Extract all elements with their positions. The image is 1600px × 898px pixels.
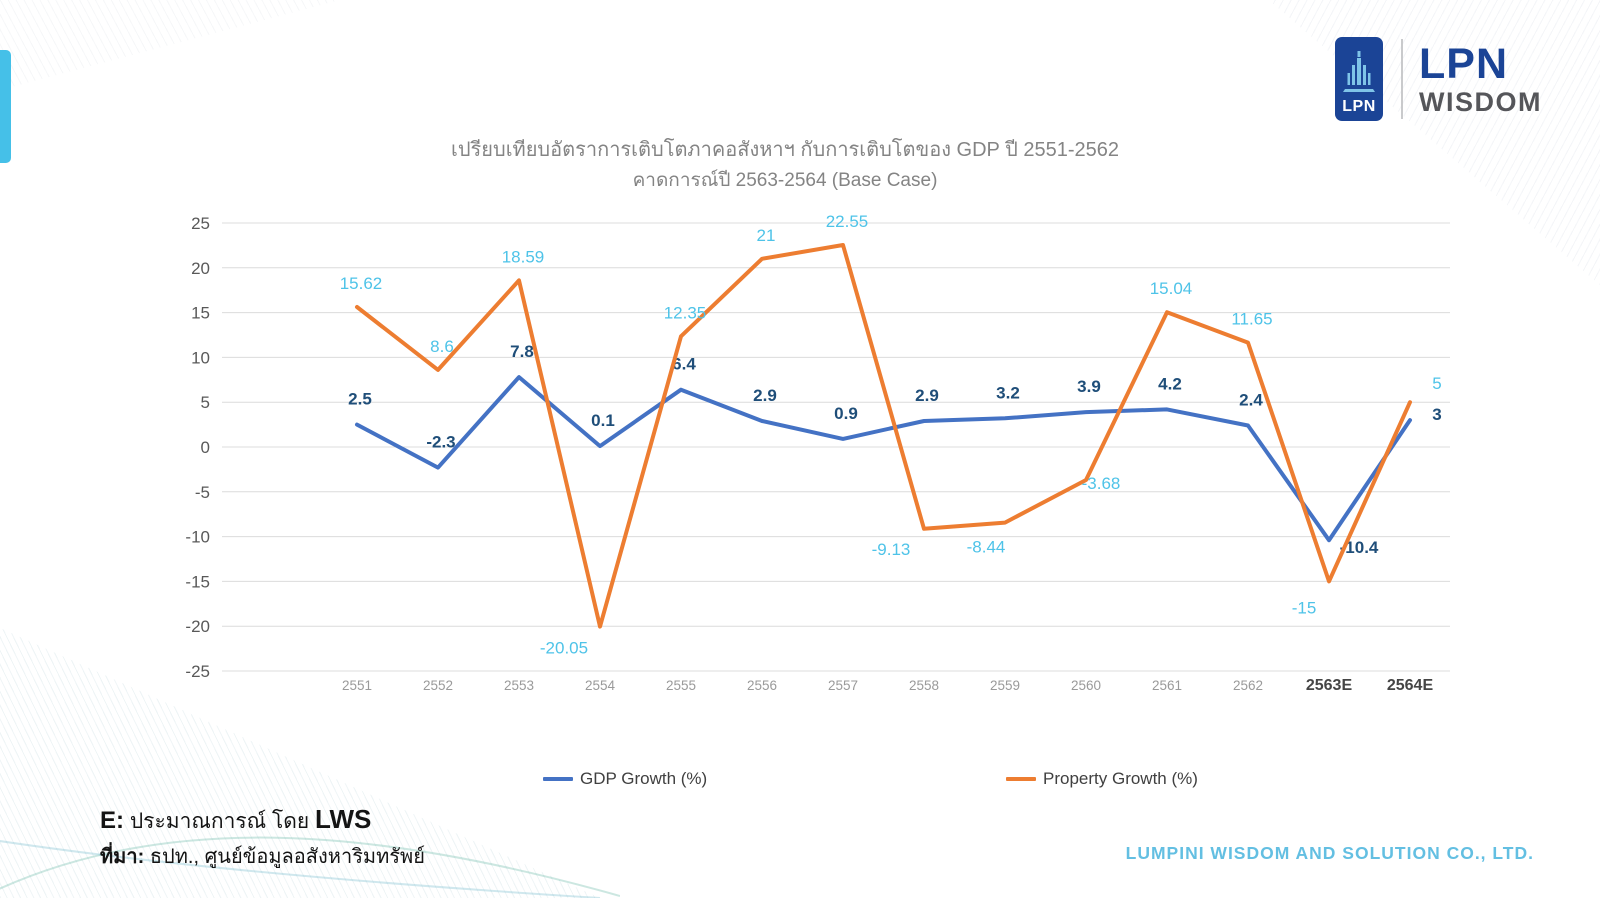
data-label: 11.65 bbox=[1231, 310, 1272, 329]
data-label: 4.2 bbox=[1158, 374, 1182, 393]
data-label: 3 bbox=[1432, 405, 1441, 424]
lpn-badge-label: LPN bbox=[1342, 98, 1376, 115]
x-tick-label: 2563E bbox=[1306, 677, 1353, 694]
chart-subtitle: คาดการณ์ปี 2563-2564 (Base Case) bbox=[632, 170, 938, 191]
legend-item-gdp: GDP Growth (%) bbox=[543, 769, 707, 789]
footnote-source: ที่มา: ธปท., ศูนย์ข้อมูลอสังหาริมทรัพย์ bbox=[100, 840, 425, 872]
lpn-badge: LPN bbox=[1335, 37, 1383, 121]
x-tick-label: 2553 bbox=[504, 678, 534, 693]
legend-label-property: Property Growth (%) bbox=[1043, 769, 1198, 788]
y-tick-label: 0 bbox=[201, 438, 210, 457]
data-label: -3.68 bbox=[1082, 474, 1121, 493]
x-tick-label: 2561 bbox=[1152, 678, 1182, 693]
y-tick-label: 20 bbox=[191, 259, 210, 278]
y-tick-label: 5 bbox=[201, 393, 210, 412]
x-tick-label: 2551 bbox=[342, 678, 372, 693]
x-tick-label: 2560 bbox=[1071, 678, 1101, 693]
y-tick-label: -5 bbox=[195, 483, 210, 502]
legend-dash-property bbox=[1006, 777, 1036, 781]
data-label: -20.05 bbox=[540, 639, 588, 658]
data-label: 5 bbox=[1432, 374, 1441, 393]
data-label: -15 bbox=[1292, 598, 1317, 617]
x-tick-label: 2562 bbox=[1233, 678, 1263, 693]
data-label: 18.59 bbox=[502, 247, 545, 266]
data-label: 22.55 bbox=[826, 212, 869, 231]
data-label: 7.8 bbox=[510, 342, 534, 361]
legend-dash-gdp bbox=[543, 777, 573, 781]
x-tick-label: 2552 bbox=[423, 678, 453, 693]
footnote-estimate: E: ประมาณการณ์ โดย LWS bbox=[100, 804, 371, 838]
series-line-property bbox=[355, 243, 1412, 629]
data-label: 2.9 bbox=[753, 386, 777, 405]
y-tick-label: -10 bbox=[185, 528, 210, 547]
data-label: 8.6 bbox=[430, 337, 454, 356]
data-label: 12.35 bbox=[664, 303, 707, 322]
y-tick-label: -25 bbox=[185, 662, 210, 681]
line-chart: 25 20 15 10 5 0 -5 -10 -15 -20 -25 2551 2552 2553 2554… bbox=[185, 212, 1450, 694]
footnote-estimate-by: LWS bbox=[315, 804, 372, 834]
data-label: 2.4 bbox=[1239, 390, 1263, 409]
data-label: 2.5 bbox=[348, 390, 372, 409]
series-line-gdp bbox=[355, 375, 1412, 543]
company-name: LUMPINI WISDOM AND SOLUTION CO., LTD. bbox=[1125, 843, 1534, 863]
logo-brand-wisdom: WISDOM bbox=[1419, 86, 1542, 117]
y-tick-label: 10 bbox=[191, 348, 210, 367]
y-tick-label: 25 bbox=[191, 214, 210, 233]
left-accent-bar bbox=[0, 50, 11, 163]
x-tick-label: 2556 bbox=[747, 678, 777, 693]
legend-label-gdp: GDP Growth (%) bbox=[580, 769, 708, 788]
x-tick-label: 2557 bbox=[828, 678, 858, 693]
y-tick-label: -15 bbox=[185, 572, 210, 591]
data-label: -10.4 bbox=[1340, 538, 1379, 557]
x-tick-label: 2558 bbox=[909, 678, 939, 693]
logo-brand-lpn: LPN bbox=[1419, 39, 1508, 88]
lpn-tower-icon bbox=[1343, 51, 1375, 92]
data-label: 0.9 bbox=[834, 404, 858, 423]
y-tick-label: 15 bbox=[191, 304, 210, 323]
data-label: 15.62 bbox=[340, 274, 383, 293]
corner-hatch-top-left bbox=[0, 0, 340, 90]
data-label: 3.9 bbox=[1077, 377, 1101, 396]
data-label: -9.13 bbox=[872, 540, 911, 559]
x-tick-label: 2559 bbox=[990, 678, 1020, 693]
chart-title: เปรียบเทียบอัตราการเติบโตภาคอสังหาฯ กับก… bbox=[451, 139, 1119, 161]
lpn-wisdom-logo: LPN LPN WISDOM bbox=[1335, 37, 1542, 121]
logo-wordmark: LPN WISDOM bbox=[1419, 39, 1542, 117]
footnote-estimate-text: ประมาณการณ์ โดย bbox=[129, 810, 310, 833]
x-tick-label: 2554 bbox=[585, 678, 616, 693]
data-label: -2.3 bbox=[426, 433, 455, 452]
y-tick-label: -20 bbox=[185, 617, 210, 636]
legend-item-property: Property Growth (%) bbox=[1006, 769, 1198, 789]
data-label: 3.2 bbox=[996, 383, 1020, 402]
footnote-estimate-prefix: E: bbox=[100, 807, 124, 834]
footnote-source-text: ธปท., ศูนย์ข้อมูลอสังหาริมทรัพย์ bbox=[149, 846, 425, 868]
footnote-source-prefix: ที่มา: bbox=[100, 846, 145, 868]
data-label: 21 bbox=[757, 226, 776, 245]
data-label: 6.4 bbox=[672, 355, 696, 374]
data-label: 15.04 bbox=[1150, 279, 1193, 298]
x-tick-label: 2564E bbox=[1387, 677, 1434, 694]
data-label: 0.1 bbox=[591, 411, 615, 430]
logo-divider bbox=[1401, 39, 1403, 119]
x-tick-label: 2555 bbox=[666, 678, 696, 693]
data-label: -8.44 bbox=[967, 538, 1006, 557]
data-label: 2.9 bbox=[915, 386, 939, 405]
